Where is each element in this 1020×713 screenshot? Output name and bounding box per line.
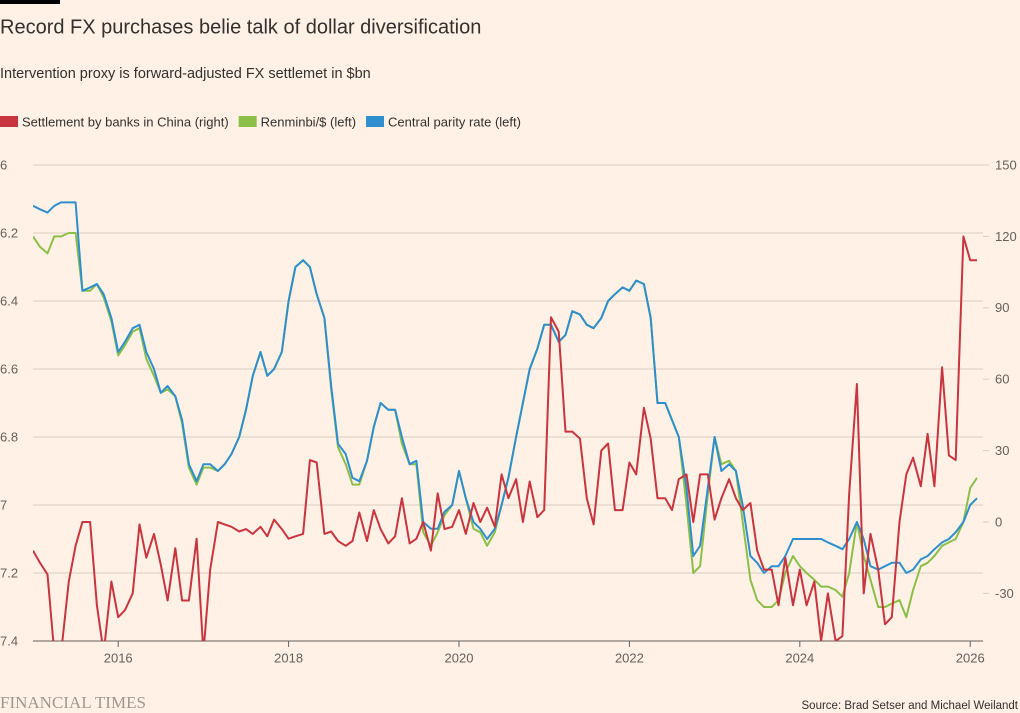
- legend-label: Renminbi/$ (left): [261, 114, 356, 129]
- y2-tick-label: 30: [995, 443, 1009, 458]
- series-line: [33, 235, 977, 641]
- brand-bar: [0, 0, 60, 4]
- legend-swatch: [366, 116, 385, 127]
- y2-tick-label: 0: [995, 514, 1002, 529]
- plot: [33, 201, 978, 641]
- y2-tick-label: -30: [995, 586, 1014, 601]
- y-tick-label: 6.8: [0, 429, 18, 444]
- y2-tick-label: 60: [995, 372, 1009, 387]
- x-tick-label: 2020: [445, 650, 474, 665]
- y-tick-label: 6: [0, 157, 7, 172]
- y2-tick-label: 90: [995, 300, 1009, 315]
- chart-subtitle: Intervention proxy is forward-adjusted F…: [0, 66, 371, 82]
- y-tick-label: 6.4: [0, 293, 18, 308]
- brand: FINANCIAL TIMES: [0, 693, 146, 712]
- x-tick-label: 2026: [956, 650, 985, 665]
- y-tick-label: 7.4: [0, 633, 18, 648]
- x-tick-label: 2018: [274, 650, 303, 665]
- legend-label: Central parity rate (left): [388, 114, 521, 129]
- x-tick-label: 2016: [104, 650, 133, 665]
- chart-title: Record FX purchases belie talk of dollar…: [0, 16, 481, 38]
- source: Source: Brad Setser and Michael Weilandt: [802, 700, 1019, 712]
- y2-tick-label: 150: [995, 157, 1017, 172]
- series-line: [33, 201, 978, 574]
- y-tick-label: 6.6: [0, 361, 18, 376]
- y2-tick-label: 120: [995, 229, 1017, 244]
- legend: Settlement by banks in China (right) Renm…: [0, 114, 521, 129]
- legend-swatch: [0, 116, 18, 127]
- y-tick-label: 6.2: [0, 225, 18, 240]
- y-tick-label: 7.2: [0, 565, 18, 580]
- x-tick-label: 2022: [615, 650, 644, 665]
- legend-label: Settlement by banks in China (right): [22, 114, 229, 129]
- legend-swatch: [238, 116, 257, 127]
- y-tick-label: 7: [0, 497, 7, 512]
- x-tick-label: 2024: [785, 650, 814, 665]
